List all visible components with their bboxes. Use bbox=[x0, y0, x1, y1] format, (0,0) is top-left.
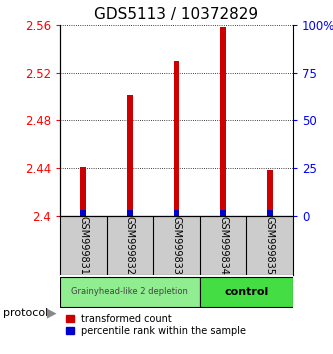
Bar bbox=[267, 210, 272, 216]
Text: GSM999835: GSM999835 bbox=[265, 216, 275, 275]
Text: GSM999831: GSM999831 bbox=[78, 216, 88, 275]
Bar bbox=[174, 210, 179, 216]
Bar bbox=[127, 95, 133, 216]
Text: GSM999832: GSM999832 bbox=[125, 216, 135, 275]
Bar bbox=[127, 210, 133, 216]
Text: GSM999834: GSM999834 bbox=[218, 216, 228, 275]
Bar bbox=[81, 167, 86, 216]
Text: protocol: protocol bbox=[3, 308, 49, 318]
Bar bbox=[267, 170, 272, 216]
Bar bbox=[220, 27, 226, 216]
Text: Grainyhead-like 2 depletion: Grainyhead-like 2 depletion bbox=[72, 287, 188, 296]
Title: GDS5113 / 10372829: GDS5113 / 10372829 bbox=[95, 7, 258, 22]
Bar bbox=[200, 277, 293, 307]
Bar bbox=[81, 210, 86, 216]
Bar bbox=[174, 61, 179, 216]
Text: ▶: ▶ bbox=[47, 307, 56, 320]
Text: control: control bbox=[224, 287, 268, 297]
Bar bbox=[220, 210, 226, 216]
Legend: transformed count, percentile rank within the sample: transformed count, percentile rank withi… bbox=[65, 313, 247, 337]
Bar bbox=[60, 277, 200, 307]
Text: GSM999833: GSM999833 bbox=[171, 216, 181, 275]
